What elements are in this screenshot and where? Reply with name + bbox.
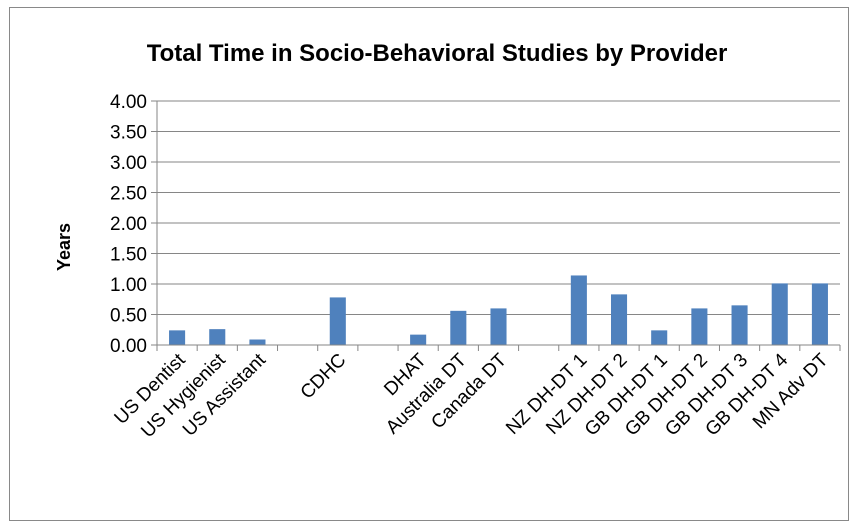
axes xyxy=(156,101,841,351)
bar xyxy=(249,339,266,345)
bar xyxy=(811,283,828,345)
gridlines xyxy=(151,100,840,346)
y-tick-label: 3.50 xyxy=(110,123,147,144)
bar xyxy=(169,330,186,345)
y-tick-labels: 0.00 0.50 1.00 1.50 2.00 2.50 3.00 3.50 4.00 xyxy=(110,92,147,357)
bar xyxy=(570,275,587,345)
y-tick-label: 4.00 xyxy=(110,92,147,113)
y-tick-label: 2.00 xyxy=(110,214,147,235)
bar-series xyxy=(169,275,828,345)
y-tick-label: 2.50 xyxy=(110,184,147,205)
y-tick-label: 1.50 xyxy=(110,245,147,266)
y-axis-label: Years xyxy=(54,223,74,271)
y-tick-label: 3.00 xyxy=(110,153,147,174)
chart-canvas: Total Time in Socio-Behavioral Studies b… xyxy=(54,40,841,442)
bar xyxy=(329,297,346,345)
bar xyxy=(691,308,708,345)
bar xyxy=(651,330,668,345)
bar xyxy=(410,334,427,345)
chart-area: Total Time in Socio-Behavioral Studies b… xyxy=(9,7,849,521)
x-category-label: CDHC xyxy=(297,350,351,404)
bar xyxy=(450,310,467,345)
bar xyxy=(610,294,628,345)
y-tick-label: 0.50 xyxy=(110,306,147,327)
bar xyxy=(209,329,226,345)
bar xyxy=(731,305,748,345)
y-tick-label: 1.00 xyxy=(110,275,147,296)
bar xyxy=(490,308,507,345)
chart-title: Total Time in Socio-Behavioral Studies b… xyxy=(147,40,728,67)
bar xyxy=(771,283,788,345)
y-tick-label: 0.00 xyxy=(110,336,147,357)
